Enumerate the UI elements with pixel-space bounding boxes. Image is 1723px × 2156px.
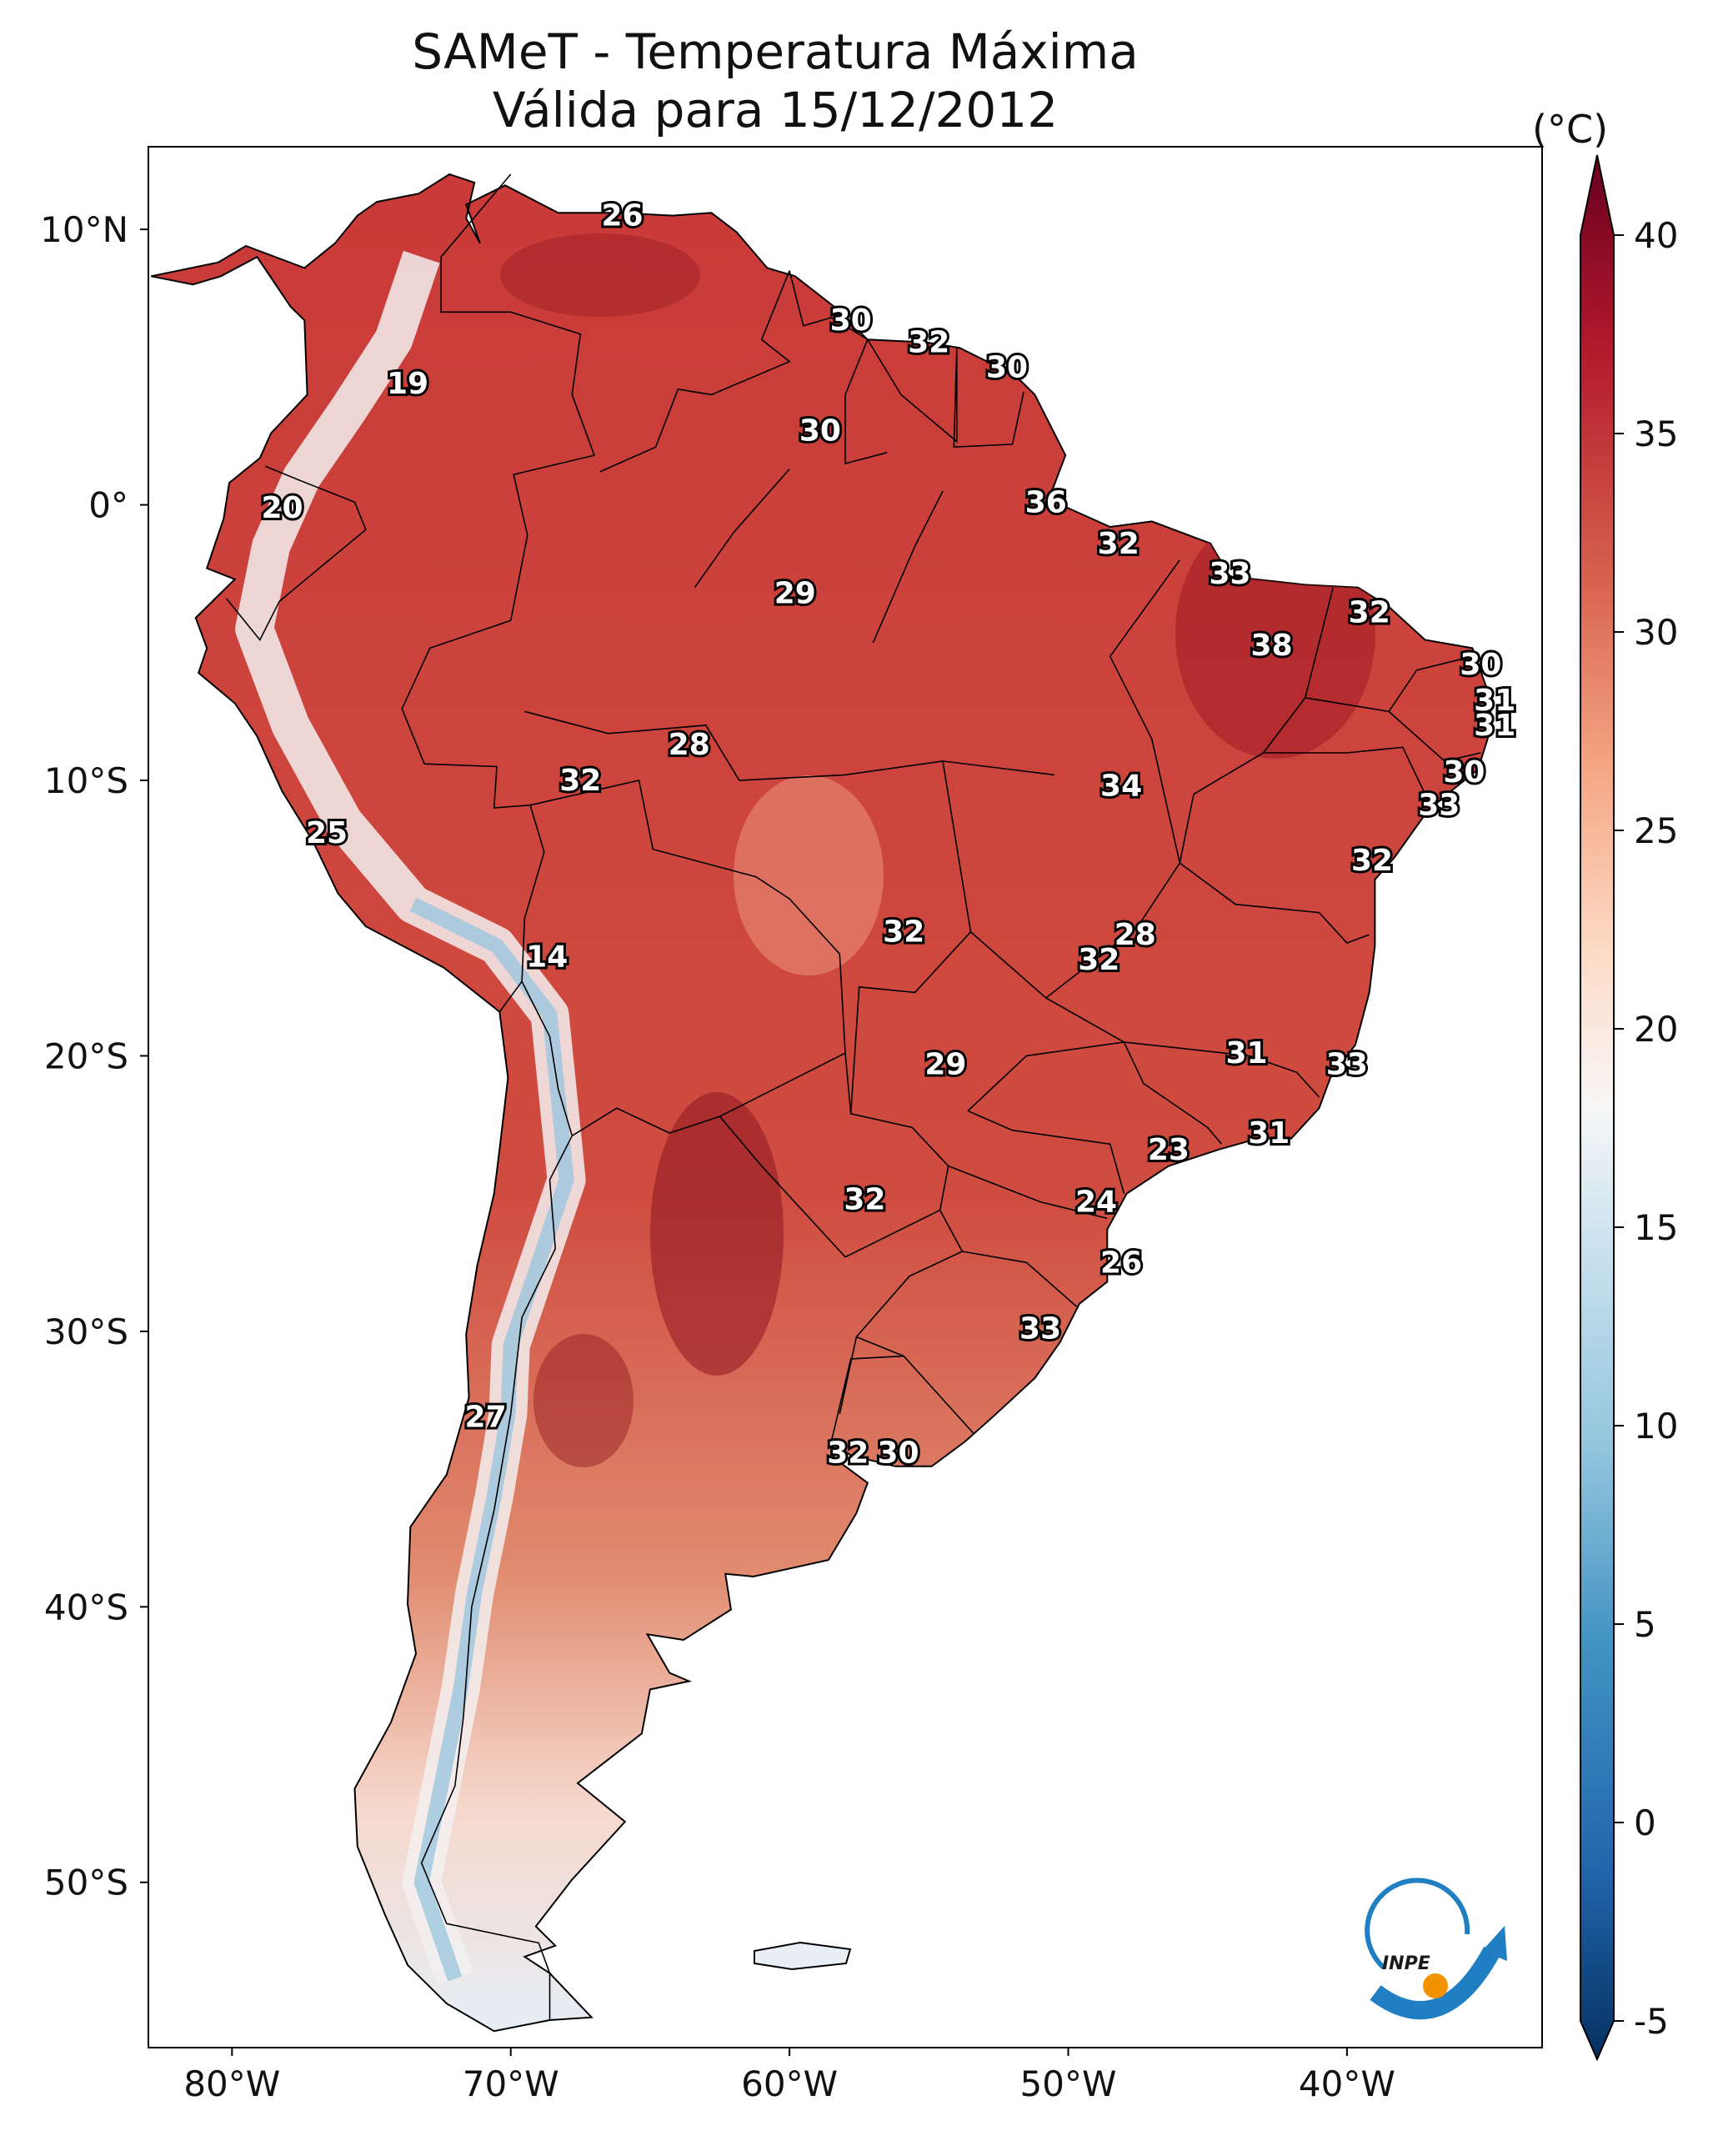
temperature-label: 30 bbox=[799, 414, 841, 448]
colorbar-tick-label: 35 bbox=[1634, 414, 1678, 454]
temperature-label: 33 bbox=[1326, 1047, 1368, 1081]
colorbar-tick-label: 5 bbox=[1634, 1604, 1656, 1645]
colorbar-tick-label: 30 bbox=[1634, 612, 1678, 653]
lat-tick-label: 10°N bbox=[40, 209, 128, 250]
chart-subtitle: Válida para 15/12/2012 bbox=[492, 82, 1059, 138]
temperature-label: 20 bbox=[261, 491, 303, 525]
temperature-label: 33 bbox=[1418, 789, 1460, 823]
colorbar-tick-label: 25 bbox=[1634, 810, 1678, 851]
lon-tick-label: 50°W bbox=[1020, 2063, 1117, 2104]
inpe-logo: INPE bbox=[1365, 1878, 1507, 2020]
temperature-label: 31 bbox=[1474, 684, 1515, 718]
lat-tick-label: 50°S bbox=[44, 1863, 128, 1903]
colorbar-tick-label: 10 bbox=[1634, 1406, 1678, 1447]
colorbar: 40 35 30 25 20 15 10 5 0 -5 bbox=[1580, 154, 1678, 2062]
lon-tick-label: 70°W bbox=[463, 2063, 559, 2104]
country-borders bbox=[225, 173, 1481, 2020]
chart-title: SAMeT - Temperatura Máxima bbox=[412, 23, 1139, 80]
colorbar-tick-label: 0 bbox=[1634, 1803, 1656, 1843]
hot-region-chaco bbox=[650, 1092, 784, 1376]
lon-tick-label: 40°W bbox=[1299, 2063, 1395, 2104]
colorbar-tick-label: 40 bbox=[1634, 215, 1678, 256]
temperature-label: 34 bbox=[1100, 770, 1142, 804]
temperature-label: 30 bbox=[830, 303, 872, 338]
logo-swoosh-icon bbox=[1370, 1946, 1500, 2020]
land-layer bbox=[151, 173, 1493, 2033]
lon-tick-label: 60°W bbox=[741, 2063, 838, 2104]
colorbar-tick-label: -5 bbox=[1634, 2001, 1669, 2042]
temperature-label: 30 bbox=[1460, 648, 1501, 682]
temperature-label: 28 bbox=[669, 728, 710, 762]
logo-text: INPE bbox=[1382, 1953, 1430, 1974]
andes-cold-core bbox=[409, 897, 574, 1982]
logo-orbit-icon bbox=[1365, 1878, 1470, 1970]
temperature-label: 31 bbox=[1474, 709, 1515, 743]
colorbar-ticks: 40 35 30 25 20 15 10 5 0 -5 bbox=[1614, 215, 1678, 2042]
temperature-label: 32 bbox=[1349, 595, 1390, 629]
hot-region-venezuela bbox=[500, 233, 700, 317]
temperature-label: 33 bbox=[1209, 557, 1250, 591]
temperature-label: 25 bbox=[306, 816, 348, 850]
temperature-label: 29 bbox=[924, 1047, 966, 1081]
temperature-label: 23 bbox=[1148, 1133, 1190, 1167]
temperature-label: 32 bbox=[559, 764, 601, 798]
temperature-label: 30 bbox=[986, 350, 1028, 384]
temperature-label: 31 bbox=[1248, 1116, 1290, 1151]
mild-region-mato-grosso bbox=[734, 775, 884, 975]
temperature-label: 26 bbox=[601, 199, 643, 233]
temperature-label: 38 bbox=[1251, 629, 1293, 663]
temperature-label: 19 bbox=[387, 367, 428, 401]
longitude-axis: 80°W 70°W 60°W 50°W 40°W bbox=[183, 2048, 1395, 2104]
lat-tick-label: 0° bbox=[88, 485, 128, 526]
temperature-label: 26 bbox=[1100, 1246, 1142, 1280]
lat-tick-label: 20°S bbox=[44, 1035, 128, 1076]
lat-tick-label: 40°S bbox=[44, 1587, 128, 1627]
hot-region-pampas bbox=[533, 1334, 634, 1467]
colorbar-unit: (°C) bbox=[1532, 107, 1609, 152]
temperature-label: 36 bbox=[1025, 485, 1067, 519]
temperature-label: 32 bbox=[1351, 844, 1393, 878]
temperature-label: 28 bbox=[1114, 918, 1156, 952]
temperature-label: 32 bbox=[844, 1182, 885, 1216]
lat-tick-label: 10°S bbox=[44, 760, 128, 801]
temperature-label: 32 bbox=[827, 1436, 869, 1470]
temperature-label: 32 bbox=[1098, 527, 1139, 561]
temperature-label: 30 bbox=[1443, 755, 1485, 790]
logo-sun-icon bbox=[1423, 1973, 1448, 1998]
temperature-label: 32 bbox=[908, 326, 949, 360]
temperature-label: 32 bbox=[883, 915, 924, 950]
temperature-label: 30 bbox=[877, 1436, 919, 1470]
temperature-label: 27 bbox=[465, 1400, 507, 1434]
falkland-islands bbox=[754, 1941, 852, 1971]
temperature-label: 33 bbox=[1019, 1312, 1061, 1346]
temperature-label: 24 bbox=[1075, 1186, 1117, 1220]
colorbar-bar bbox=[1580, 154, 1615, 2062]
colorbar-tick-label: 20 bbox=[1634, 1009, 1678, 1050]
lon-tick-label: 80°W bbox=[183, 2063, 280, 2104]
temperature-label: 14 bbox=[526, 940, 568, 975]
temperature-label: 29 bbox=[774, 576, 816, 610]
latitude-axis: 10°N 0° 10°S 20°S 30°S 40°S 50°S bbox=[40, 209, 148, 1903]
temperature-label: 32 bbox=[1078, 943, 1119, 977]
temperature-label: 31 bbox=[1225, 1036, 1267, 1070]
lat-tick-label: 30°S bbox=[44, 1311, 128, 1352]
logo-arrow-icon bbox=[1482, 1926, 1507, 1961]
colorbar-tick-label: 15 bbox=[1634, 1207, 1678, 1248]
